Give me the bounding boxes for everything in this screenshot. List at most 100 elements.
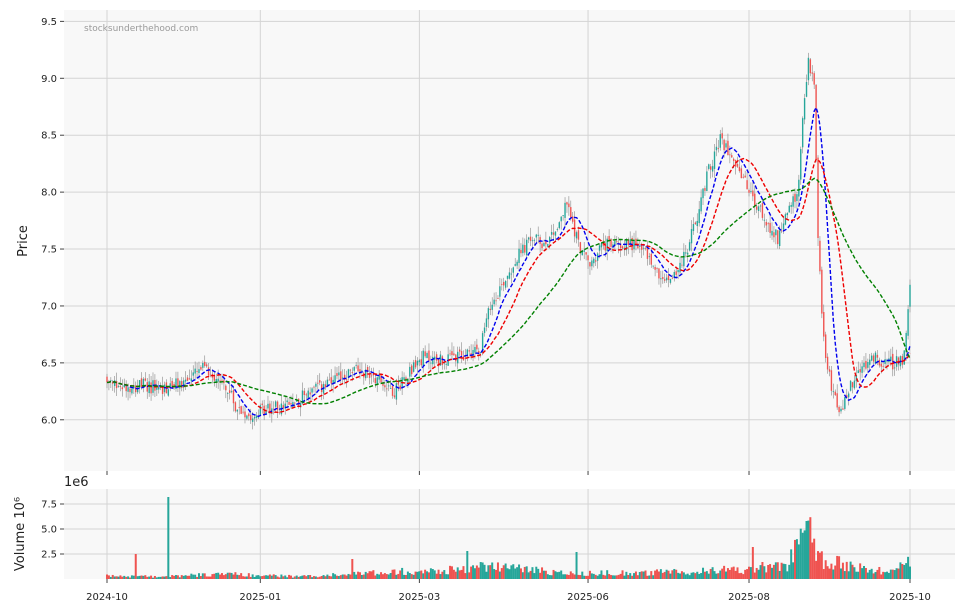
candle-body <box>727 140 729 156</box>
volume-bar <box>901 564 904 579</box>
volume-bar <box>282 576 285 579</box>
candle-body <box>474 347 476 353</box>
candle-body <box>773 232 775 238</box>
volume-bar <box>886 571 889 579</box>
volume-bar <box>861 568 864 579</box>
volume-bar <box>295 575 298 579</box>
candle-body <box>591 260 593 267</box>
candle-body <box>526 239 528 256</box>
volume-bar <box>516 567 519 579</box>
candle-body <box>508 272 511 279</box>
candle-body <box>158 387 160 390</box>
candle-body <box>834 391 836 396</box>
candle-body <box>874 352 877 364</box>
candle-body <box>608 235 610 242</box>
volume-bar <box>353 571 356 579</box>
volume-bar <box>711 567 714 579</box>
candle-body <box>119 386 122 387</box>
candle-body <box>451 351 453 356</box>
candle-body <box>700 197 702 212</box>
volume-bar <box>755 567 758 579</box>
volume-bar <box>633 573 636 579</box>
candle-body <box>865 360 867 369</box>
volume-bar <box>383 573 386 579</box>
candle-body <box>683 251 685 267</box>
volume-bar <box>834 565 837 579</box>
volume-bar <box>552 569 555 579</box>
volume-bar <box>579 575 582 579</box>
candle-body <box>152 380 154 393</box>
candle-body <box>583 250 585 252</box>
candle-body <box>175 378 177 390</box>
volume-bar <box>594 574 597 579</box>
volume-bar <box>897 568 900 579</box>
volume-bar <box>385 574 388 579</box>
volume-bar <box>288 574 291 579</box>
volume-bar <box>608 574 611 579</box>
candle-body <box>533 239 536 241</box>
volume-bar <box>234 572 237 579</box>
x-tick-label: 2025-03 <box>398 592 440 603</box>
candle-body <box>506 275 509 279</box>
candle-body <box>380 373 382 383</box>
candle-body <box>240 406 242 414</box>
candle-body <box>570 207 572 218</box>
candle-body <box>556 229 559 230</box>
candle-body <box>801 118 804 148</box>
candle-body <box>186 377 189 381</box>
price-grid <box>64 10 955 471</box>
candle-body <box>499 286 501 297</box>
candle-body <box>614 240 616 246</box>
volume-bar <box>826 566 829 579</box>
candle-body <box>790 204 792 207</box>
candle-body <box>754 193 756 207</box>
candle-body <box>422 350 424 366</box>
volume-bar <box>389 573 392 579</box>
volume-bar <box>236 574 239 579</box>
candle-body <box>851 382 854 388</box>
volume-bar <box>849 561 852 579</box>
candle-body <box>472 350 474 357</box>
volume-x-ticks: 2024-10 2025-01 2025-03 2025-06 2025-08 2025-… <box>86 579 931 603</box>
candle-body <box>250 415 252 421</box>
volume-bar <box>217 572 220 579</box>
volume-bar <box>659 569 662 579</box>
candle-body <box>524 245 526 253</box>
volume-bar <box>395 574 398 579</box>
volume-bar <box>498 571 501 579</box>
volume-bar <box>220 573 223 579</box>
candle-body <box>667 275 670 281</box>
candle-body <box>549 237 551 243</box>
x-tick-label: 2024-10 <box>86 592 128 603</box>
volume-bar <box>832 569 835 579</box>
volume-bar <box>393 569 396 579</box>
volume-bar <box>887 572 890 579</box>
volume-bar <box>424 569 427 579</box>
volume-bar <box>151 577 154 579</box>
volume-bar <box>291 577 294 579</box>
candle-body <box>171 380 173 387</box>
volume-bar <box>506 568 509 579</box>
volume-bar <box>199 576 202 579</box>
candle-body <box>771 230 773 236</box>
candle-body <box>504 280 507 288</box>
volume-bar <box>107 575 110 579</box>
candle-body <box>782 223 785 230</box>
volume-bar <box>219 574 222 579</box>
candle-body <box>430 362 432 364</box>
candle-body <box>882 365 884 367</box>
volume-bar <box>157 576 160 579</box>
candle-body <box>572 216 574 222</box>
volume-bar <box>140 575 143 579</box>
candle-body <box>658 268 660 279</box>
candle-body <box>487 308 490 320</box>
volume-bar <box>857 571 860 579</box>
candle-body <box>409 366 411 377</box>
volume-bar <box>690 572 693 579</box>
volume-bar <box>889 569 892 579</box>
volume-bar <box>688 575 691 579</box>
volume-bar <box>174 575 177 579</box>
volume-bar <box>759 565 762 579</box>
volume-bar <box>312 576 315 579</box>
volume-bar <box>841 562 844 579</box>
